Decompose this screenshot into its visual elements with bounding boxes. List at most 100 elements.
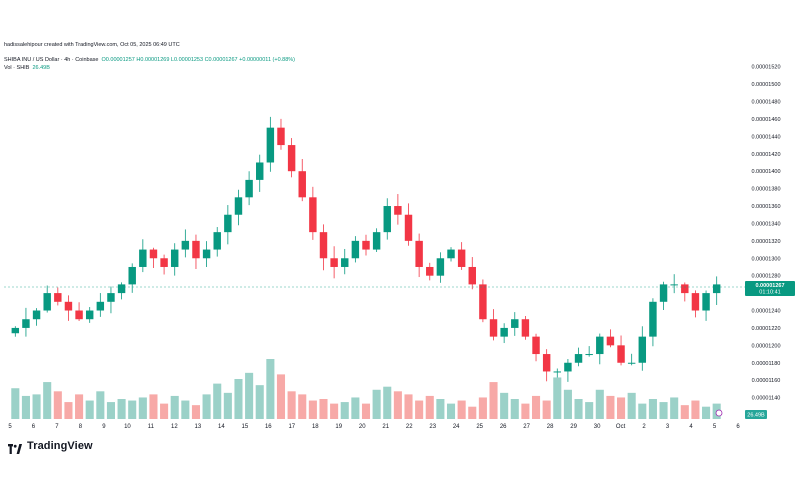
candle-body [245,179,253,198]
volume-bar [53,391,62,419]
time-tick-label: 25 [476,424,483,430]
time-tick-label: Oct [616,424,626,430]
volume-bar [255,385,264,419]
volume-bar [627,392,636,419]
time-tick-label: 27 [523,424,530,430]
candle-body [542,354,551,372]
candle-body [691,293,700,311]
time-tick-label: 26 [500,424,507,430]
tradingview-wordmark: TradingView [27,440,93,452]
time-tick-label: 7 [55,424,59,430]
time-tick-label: 2 [642,424,646,430]
time-tick-label: 9 [102,424,106,430]
volume-bar [468,406,477,419]
candle-body [500,327,508,337]
volume-bar [574,399,583,419]
candle-body [139,249,147,267]
time-tick-label: 10 [124,424,131,430]
volume-bar [553,377,562,419]
volume-bar [234,379,243,419]
tradingview-logo-icon [8,441,22,454]
volume-bar [43,382,52,419]
price-tick-label: 0.00001140 [752,396,781,402]
price-axis: 0.00001520 0.00001500 0.00001480 0.00001460… [751,65,780,402]
price-tick-label: 0.00001240 [751,309,780,315]
event-marker-icon [715,409,723,417]
candle-body [606,336,615,346]
candle-body [383,206,391,233]
volume-bar [276,374,286,419]
candle-body [181,240,190,250]
time-tick-label: 16 [265,424,272,430]
volume-bar [287,391,296,419]
volume-legend: Vol · SHIB 26.49B [4,65,50,71]
time-tick-label: 17 [288,424,295,430]
candle-body [659,284,668,302]
price-tick-label: 0.00001520 [751,65,780,71]
candle-body [436,258,445,276]
candle-body [394,206,402,215]
candle-body [521,319,530,337]
candle-body [596,336,604,355]
price-tick-label: 0.00001280 [751,274,780,280]
countdown-label: 01:10:41 [759,290,780,296]
candle-body [564,362,572,372]
volume-bar [617,397,626,419]
last-price-label: 0.00001267 [755,283,784,289]
volume-bar [32,394,41,419]
volume-bar [64,402,73,419]
volume-bar [106,402,115,419]
candle-body [670,284,678,286]
candle-body [96,301,105,311]
volume-bar [351,397,360,419]
price-tick-label: 0.00001380 [751,187,780,193]
candle-body [319,232,328,259]
volume-bar [21,395,30,419]
time-tick-label: 18 [312,424,319,430]
time-tick-label: 5 [713,424,717,430]
candle-body [213,232,221,250]
volume-bar [75,394,84,419]
candle-body [149,249,158,259]
volume-bar [489,382,498,419]
time-tick-label: 23 [429,424,436,430]
candle-body [330,258,338,267]
time-tick-label: 24 [453,424,460,430]
candle-body [479,284,487,320]
candle-body [468,266,476,285]
price-tick-label: 0.00001400 [751,169,780,175]
volume-bar [340,402,349,419]
volume-bar [436,399,445,419]
volume-bar [595,389,604,419]
time-tick-label: 21 [382,424,389,430]
volume-bar [585,402,594,419]
volume-badge-label: 26.49B [747,413,765,419]
volume-bar [181,400,190,419]
candles [11,116,721,382]
volume-bar [372,389,381,419]
time-tick-label: 15 [241,424,248,430]
volume-bar [330,403,339,419]
candle-body [574,354,583,363]
candle-body [85,310,94,320]
candle-body [75,310,83,320]
time-tick-label: 14 [218,424,225,430]
volume-bar [85,400,94,419]
tradingview-brand[interactable]: TradingView [8,440,93,454]
candle-body [404,214,413,241]
candle-body [202,249,211,259]
candle-body [415,240,423,267]
time-tick-label: 28 [547,424,554,430]
volume-bar [425,395,434,419]
time-tick-label: 4 [689,424,693,430]
volume-bar [138,397,147,419]
volume-badge [745,410,767,419]
volume-bar [223,392,232,419]
volume-bar [478,397,487,419]
time-tick-label: 13 [195,424,202,430]
volume-bar [415,400,424,419]
candle-body [170,249,179,267]
candle-body [287,145,296,172]
volume-bar [659,402,668,419]
